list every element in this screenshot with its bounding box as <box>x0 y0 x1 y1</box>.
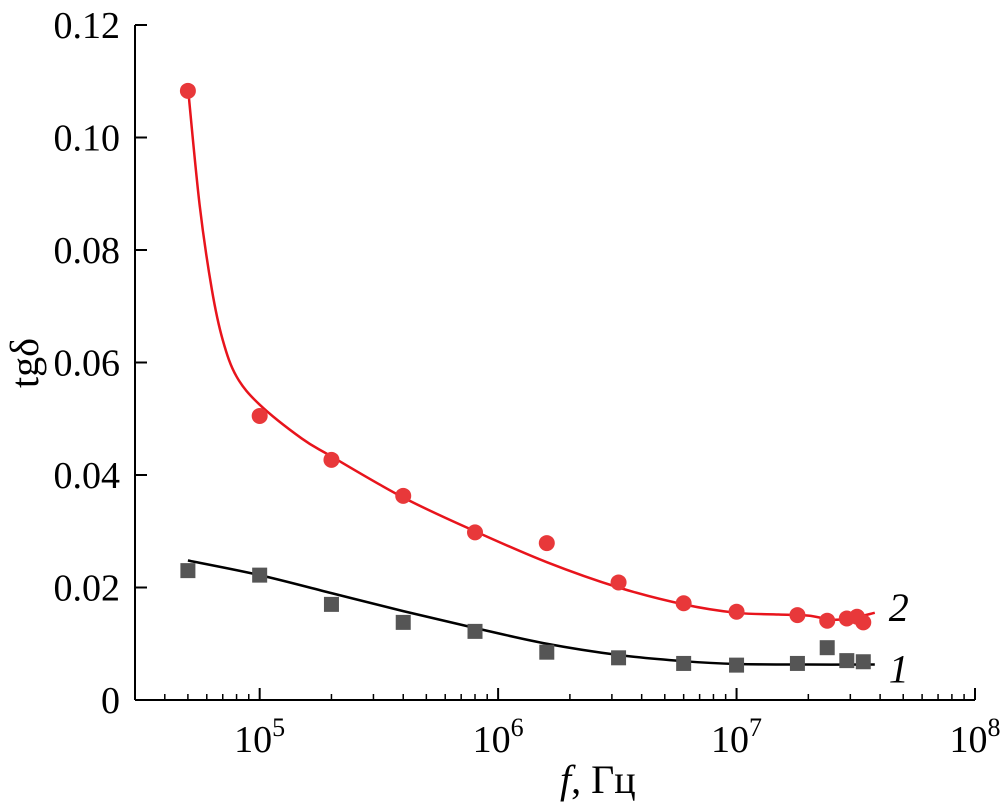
x-tick-label: 105 <box>234 713 285 761</box>
series-1-point <box>395 614 411 630</box>
series-2-point <box>323 451 340 468</box>
x-tick-label: 108 <box>950 713 1001 761</box>
series-2-point <box>819 612 836 629</box>
x-tick-label: 106 <box>473 713 524 761</box>
x-ticks: 105 106 107 108 <box>134 688 1001 761</box>
x-axis-title: f, Гц <box>560 757 636 802</box>
series-1-point <box>252 567 268 583</box>
y-ticks: 0 0.02 0.04 0.06 0.08 0.10 0.12 <box>54 5 147 722</box>
series-1-point <box>467 623 483 639</box>
y-tick-label: 0 <box>101 680 120 722</box>
x-tick-base: 10 <box>711 719 749 761</box>
y-tick-label: 0.04 <box>54 455 121 497</box>
x-tick-exponent: 6 <box>511 713 524 742</box>
series-1-point <box>855 654 871 670</box>
y-tick-label: 0.10 <box>54 118 121 160</box>
series-2-point <box>538 535 555 552</box>
series-2-point <box>395 487 412 504</box>
series-1-point <box>611 650 627 666</box>
x-tick-base: 10 <box>473 719 511 761</box>
data-markers <box>179 82 872 673</box>
x-tick-exponent: 5 <box>272 713 285 742</box>
y-tick-label: 0.08 <box>54 230 121 272</box>
series-1-point <box>839 653 855 669</box>
series-1-point <box>539 644 555 660</box>
fit-lines <box>186 86 876 666</box>
x-axis-title-unit: , Гц <box>571 757 636 802</box>
x-tick-label: 107 <box>711 713 762 761</box>
series-1-point <box>789 655 805 671</box>
y-tick-label: 0.06 <box>54 343 121 385</box>
series-1-point <box>180 563 196 579</box>
series-2-label: 2 <box>889 585 909 630</box>
series-labels: 12 <box>889 585 909 692</box>
x-tick-exponent: 7 <box>749 713 762 742</box>
series-2-point <box>251 407 268 424</box>
x-tick-exponent: 8 <box>988 713 1001 742</box>
series-1-point <box>729 657 745 673</box>
series-2-fit-line <box>186 86 876 621</box>
series-1-point <box>676 655 692 671</box>
plot-area: 00.020.040.060.080.100.12 105 106 107 108 1… <box>54 5 1001 761</box>
x-tick-base: 10 <box>234 719 272 761</box>
series-2-point <box>728 603 745 620</box>
series-2-point <box>467 524 484 541</box>
series-1-label: 1 <box>889 647 909 692</box>
series-2-point <box>610 574 627 591</box>
series-1-point <box>323 596 339 612</box>
x-tick-base: 10 <box>950 719 988 761</box>
series-1-point <box>819 640 835 656</box>
y-tick-label: 0.12 <box>54 5 121 47</box>
series-1-fit-line <box>187 559 875 666</box>
series-2-point <box>855 614 872 631</box>
series-2-point <box>789 607 806 624</box>
y-axis-title: tgδ <box>2 338 47 388</box>
series-2-point <box>675 595 692 612</box>
series-2-point <box>179 82 196 99</box>
y-tick-label: 0.02 <box>54 568 121 610</box>
